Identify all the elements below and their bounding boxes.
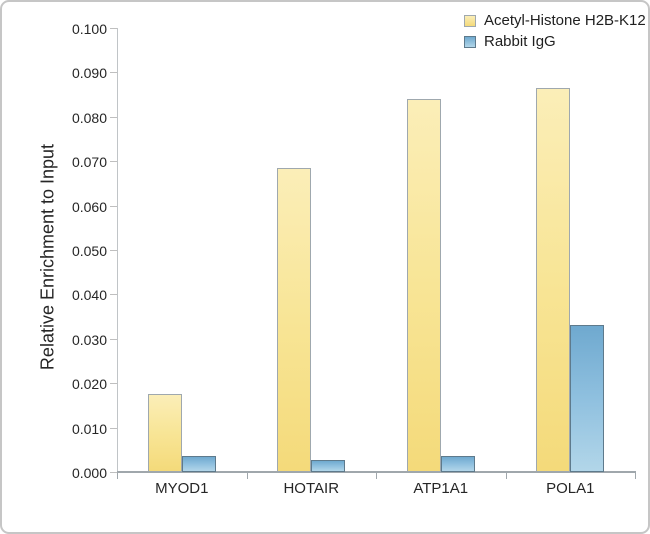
y-tick-mark [110, 161, 117, 163]
y-tick-mark [110, 205, 117, 207]
x-tick-mark [246, 472, 248, 479]
legend-item-acetyl-histone: Acetyl-Histone H2B-K12 [464, 12, 646, 30]
category-label-hotair: HOTAIR [283, 480, 340, 497]
bar-rabbit-igg-hotair [311, 460, 346, 472]
category-label-pola1: POLA1 [546, 480, 595, 497]
y-axis-line [117, 28, 118, 473]
bar-acetyl-histone-h2b-k12-pola1 [536, 87, 571, 472]
legend-swatch-rabbit-igg [464, 36, 476, 48]
y-tick-mark [110, 338, 117, 340]
y-tick-label: 0.010 [71, 420, 107, 437]
bar-rabbit-igg-pola1 [570, 325, 605, 472]
y-tick-label: 0.070 [71, 154, 107, 171]
y-tick-label: 0.040 [71, 287, 107, 304]
y-tick-mark [110, 72, 117, 74]
y-tick-label: 0.080 [71, 109, 107, 126]
y-tick-label: 0.090 [71, 65, 107, 82]
bar-acetyl-histone-h2b-k12-myod1 [147, 394, 182, 472]
y-tick-mark [110, 427, 117, 429]
x-tick-mark [376, 472, 377, 479]
y-tick-mark [110, 472, 117, 473]
y-tick-label: 0.100 [71, 21, 107, 37]
x-tick-mark [505, 472, 507, 479]
y-tick-mark [110, 294, 117, 296]
y-tick-label: 0.060 [71, 198, 107, 215]
bar-acetyl-histone-h2b-k12-atp1a1 [406, 99, 441, 472]
bar-acetyl-histone-h2b-k12-hotair [277, 167, 312, 472]
y-tick-label: 0.000 [71, 465, 107, 481]
x-tick-mark [117, 472, 118, 479]
legend-item-rabbit-igg: Rabbit IgG [464, 33, 646, 51]
y-tick-label: 0.020 [71, 376, 107, 393]
x-tick-mark [635, 472, 636, 479]
legend-label: Rabbit IgG [484, 33, 556, 50]
legend-swatch-acetyl-histone [464, 15, 476, 27]
bar-rabbit-igg-myod1 [181, 456, 216, 472]
y-tick-mark [110, 250, 117, 251]
y-tick-mark [110, 383, 117, 385]
y-tick-mark [110, 116, 117, 118]
y-tick-label: 0.030 [71, 331, 107, 348]
legend: Acetyl-Histone H2B-K12 Rabbit IgG [464, 12, 646, 51]
y-tick-mark [110, 28, 117, 29]
category-label-myod1: MYOD1 [155, 480, 209, 497]
y-tick-label: 0.050 [71, 243, 107, 259]
legend-label: Acetyl-Histone H2B-K12 [484, 12, 646, 29]
bar-rabbit-igg-atp1a1 [440, 456, 475, 472]
category-label-atp1a1: ATP1A1 [413, 480, 469, 497]
